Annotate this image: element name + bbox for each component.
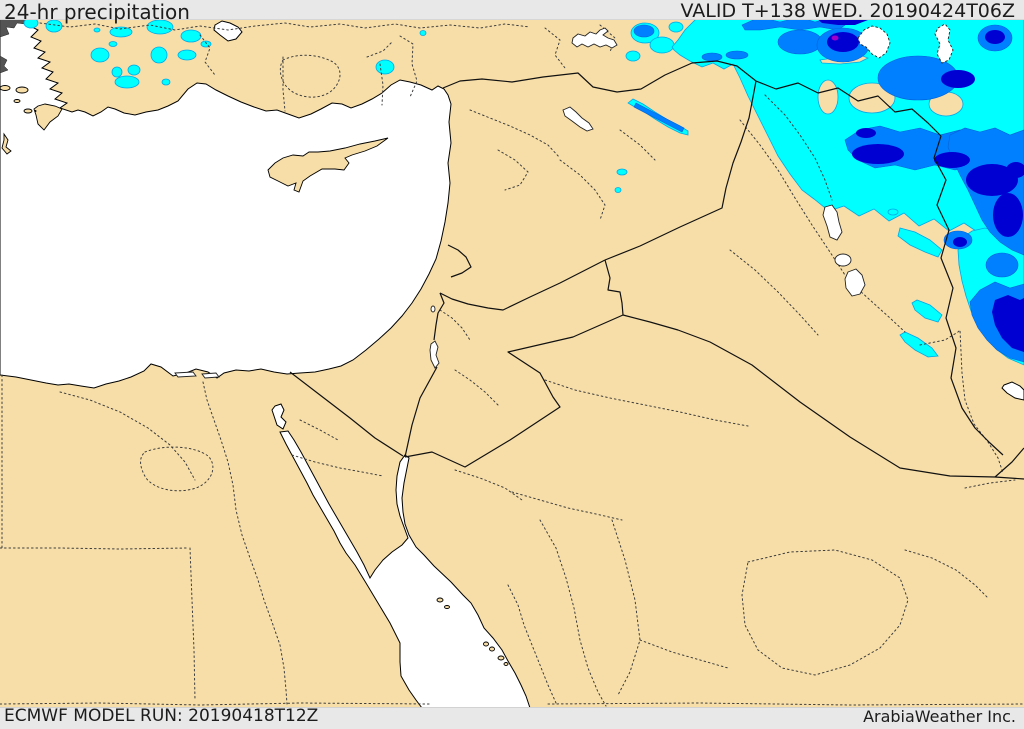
sea-of-galilee: [430, 305, 436, 313]
footer-band: [0, 707, 1024, 729]
red-sea-islet: [436, 597, 444, 603]
lake-assad: [562, 106, 594, 132]
red-sea: [279, 430, 531, 709]
aegean-island: [1, 132, 12, 155]
sea-of-marmara: [213, 20, 243, 42]
map-point: [34, 110, 37, 112]
aegean-island: [15, 86, 29, 94]
mediterranean-sea: [0, 18, 452, 389]
red-sea-islet: [489, 646, 495, 652]
island-layer: [0, 85, 509, 666]
precip-heavy-layer: [815, 13, 1024, 352]
lake-habbaniyah: [834, 253, 852, 267]
lake-van: [857, 25, 891, 59]
gulf-tip: [1001, 381, 1024, 401]
suez-canal-lakes: [271, 403, 287, 430]
model-run-label: ECMWF MODEL RUN: 20190418T12Z: [4, 706, 319, 726]
rhodes-island: [33, 103, 63, 131]
red-sea-islet: [444, 605, 450, 609]
valid-time-label: VALID T+138 WED. 20190424T06Z: [680, 0, 1015, 22]
admin-border-layer: [0, 22, 1024, 707]
cyprus-island: [267, 137, 389, 193]
dead-sea: [429, 340, 440, 369]
euphrates-reservoirs: [571, 27, 618, 49]
sea-layer: [0, 18, 1024, 709]
delta-lagoon: [201, 372, 220, 379]
lake-tharthar: [822, 204, 843, 241]
lake-urmia: [934, 23, 954, 64]
aegean-island: [23, 108, 33, 114]
map-title: 24-hr precipitation: [4, 0, 190, 24]
red-sea-islet: [483, 641, 489, 647]
red-sea-islet: [497, 655, 505, 661]
red-sea-islet: [503, 662, 509, 666]
country-border-layer: [289, 60, 1024, 480]
delta-lagoon: [174, 371, 197, 378]
header-band: [0, 0, 1024, 20]
brand-label: ArabiaWeather Inc.: [863, 707, 1016, 726]
lake-razzaza: [844, 268, 866, 297]
aegean-island: [0, 85, 11, 91]
lake-layer: [562, 23, 954, 297]
aegean-island: [13, 99, 21, 103]
precip-extreme-layer: [831, 35, 839, 41]
